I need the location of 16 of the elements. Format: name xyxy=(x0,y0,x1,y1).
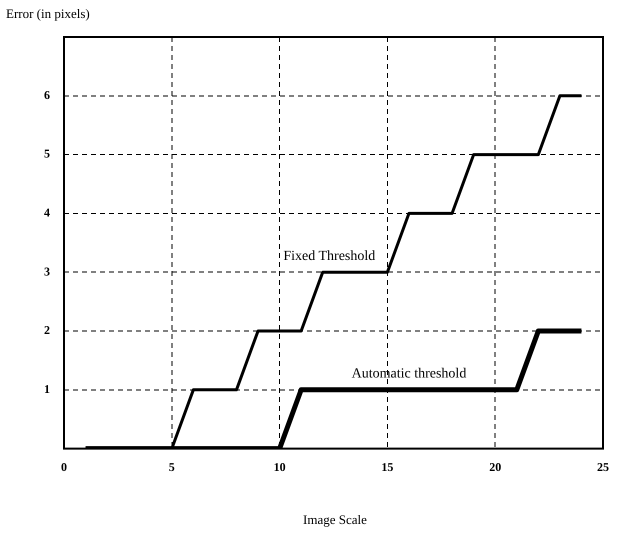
y-tick-label: 4 xyxy=(44,205,50,220)
x-axis-title: Image Scale xyxy=(302,512,368,528)
y-axis-title: Error (in pixels) xyxy=(6,6,90,22)
y-tick-label: 2 xyxy=(44,323,50,338)
x-tick-label: 15 xyxy=(381,460,394,474)
series-label: Fixed Threshold xyxy=(283,248,376,264)
x-tick-label: 25 xyxy=(597,460,609,474)
x-tick-label: 10 xyxy=(274,460,286,474)
series-label: Automatic threshold xyxy=(352,366,466,382)
y-tick-label: 6 xyxy=(44,88,50,102)
x-tick-label: 5 xyxy=(168,460,175,474)
x-tick-label: 20 xyxy=(489,460,502,474)
y-tick-label: 1 xyxy=(44,382,50,396)
y-tick-label: 3 xyxy=(44,264,50,278)
y-tick-label: 5 xyxy=(44,146,50,161)
x-tick-label: 0 xyxy=(61,460,67,474)
